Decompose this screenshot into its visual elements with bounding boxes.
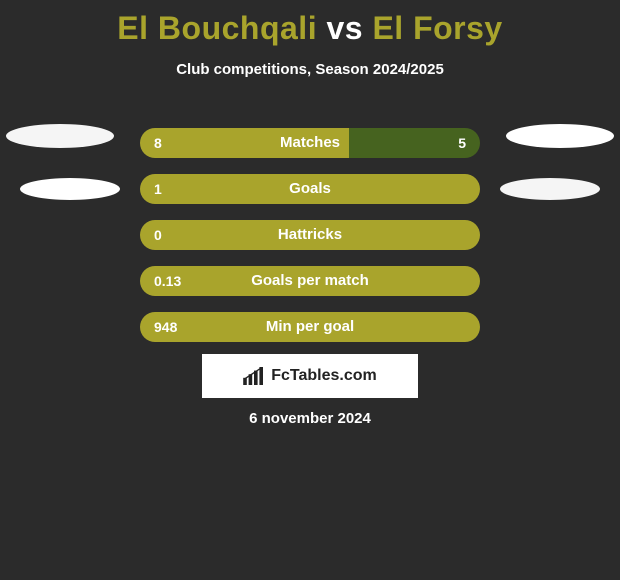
- page-title: El Bouchqali vs El Forsy: [0, 0, 620, 47]
- value-right: 5: [444, 128, 480, 158]
- ellipse-3: [500, 178, 600, 200]
- ellipse-2: [20, 178, 120, 200]
- logo-text: FcTables.com: [271, 367, 377, 385]
- bar-full: [140, 220, 480, 250]
- value-left: 0.13: [140, 266, 195, 296]
- bar-full: [140, 174, 480, 204]
- bar-track: 948Min per goal: [140, 312, 480, 342]
- title-player1: El Bouchqali: [117, 10, 317, 46]
- bar-track: 0.13Goals per match: [140, 266, 480, 296]
- bar-track: 1Goals: [140, 174, 480, 204]
- title-player2: El Forsy: [372, 10, 502, 46]
- bar-track: 0Hattricks: [140, 220, 480, 250]
- title-vs: vs: [326, 10, 363, 46]
- stat-row: 0.13Goals per match: [0, 258, 620, 304]
- date-label: 6 november 2024: [0, 410, 620, 427]
- logo-box: FcTables.com: [202, 354, 418, 398]
- value-left: 8: [140, 128, 176, 158]
- bar-track: 85Matches: [140, 128, 480, 158]
- subtitle: Club competitions, Season 2024/2025: [0, 61, 620, 78]
- value-left: 0: [140, 220, 176, 250]
- stat-row: 948Min per goal: [0, 304, 620, 350]
- ellipse-1: [506, 124, 614, 148]
- bars-icon: [243, 367, 265, 385]
- value-left: 1: [140, 174, 176, 204]
- ellipse-0: [6, 124, 114, 148]
- comparison-chart: 85Matches1Goals0Hattricks0.13Goals per m…: [0, 120, 620, 350]
- value-left: 948: [140, 312, 191, 342]
- stat-row: 0Hattricks: [0, 212, 620, 258]
